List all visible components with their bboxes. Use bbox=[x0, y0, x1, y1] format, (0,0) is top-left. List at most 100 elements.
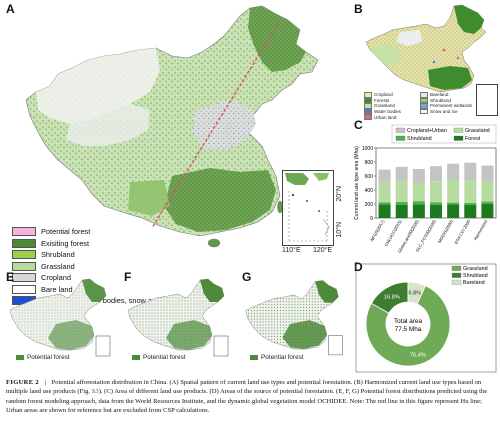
legend-b-label: Shrubland bbox=[430, 97, 451, 103]
panel-b-label: B bbox=[354, 2, 363, 16]
caption-text-1: Potential afforestation distribution in … bbox=[6, 379, 482, 396]
donut-legend-swatch bbox=[451, 265, 462, 271]
legend-b-swatch bbox=[364, 114, 372, 120]
panel-e-label: E bbox=[6, 270, 15, 284]
panel-e-legend-label: Potential forest bbox=[27, 354, 70, 361]
donut-center-label: 77.5 Mha bbox=[395, 326, 422, 333]
chart-c-bar-grassland bbox=[412, 183, 425, 202]
chart-c-bar-cropland-urban bbox=[395, 166, 408, 181]
legend-a-swatch bbox=[12, 227, 36, 237]
chart-c-bar-shrubland bbox=[430, 202, 442, 205]
panel-a-legend: Potential forest Exisiting forest Shrublan… bbox=[12, 226, 172, 307]
legend-b-swatch bbox=[420, 97, 428, 104]
caption-figure-number: FIGURE 2 bbox=[6, 379, 39, 386]
panel-d-frame bbox=[355, 263, 497, 373]
efg-potential-forest-northeast bbox=[315, 280, 339, 303]
legend-b-swatch bbox=[364, 108, 372, 115]
chart-c-bar-shrubland bbox=[395, 201, 408, 205]
panel-a-inset bbox=[282, 170, 334, 246]
chart-c-bar-forest bbox=[430, 204, 442, 218]
efg-potential-forest-south bbox=[48, 320, 94, 350]
panel-b: B Cropland Bareland Forests Shrubland Grassl… bbox=[350, 0, 500, 120]
legend-a-label: Cropland bbox=[41, 273, 71, 283]
chart-c-legend-box bbox=[391, 124, 497, 144]
chart-c-ytick-label: 600 bbox=[365, 174, 374, 180]
efg-potential-forest-south bbox=[282, 320, 327, 350]
panel-e-legend: Potential forest bbox=[16, 354, 70, 361]
panel-b-inset bbox=[476, 84, 498, 116]
donut-center-label: Total area bbox=[394, 318, 423, 325]
legend-b-swatch bbox=[420, 92, 428, 98]
legend-b-label: Water bodies bbox=[374, 109, 401, 115]
legend-b-label: Grassland bbox=[374, 103, 395, 109]
panel-d-label: D bbox=[354, 260, 363, 274]
chart-c-bar-forest bbox=[464, 205, 477, 218]
panel-b-map bbox=[365, 4, 487, 93]
panel-f-legend-label: Potential forest bbox=[143, 354, 186, 361]
inset-lon-120: 120°E bbox=[313, 247, 333, 254]
chart-c-ytick-label: 800 bbox=[365, 160, 374, 166]
panel-g: G Potential forest bbox=[236, 270, 350, 376]
panel-d: D 76.4% 16.8% 6.8% Total area 77.5 Mha Grassl… bbox=[350, 260, 500, 375]
legend-b-item: Bareland bbox=[420, 92, 448, 98]
legend-b-item: Shrubland bbox=[420, 97, 451, 104]
legend-b-label: Snow and ice bbox=[430, 109, 458, 115]
panel-f-legend: Potential forest bbox=[132, 354, 186, 361]
legend-a-item: Potential forest bbox=[12, 226, 172, 238]
chart-c-xtick-label: ESA CCI 2020 bbox=[453, 218, 471, 244]
chart-c-bar-forest bbox=[481, 204, 494, 218]
panel-c-label: C bbox=[354, 118, 363, 132]
legend-a-swatch bbox=[12, 261, 36, 271]
legend-b-item: Permanent wetlands bbox=[420, 103, 472, 109]
legend-b-swatch bbox=[420, 103, 428, 109]
legend-b-label: Bareland bbox=[430, 92, 449, 98]
chart-c-bar-forest bbox=[447, 204, 460, 218]
efg-inset bbox=[328, 335, 343, 356]
legend-b-label: Permanent wetlands bbox=[430, 103, 472, 109]
chart-c-bar-forest bbox=[395, 204, 408, 218]
panel-g-label: G bbox=[242, 270, 252, 284]
donut-slice-label: 6.8% bbox=[408, 291, 421, 297]
panel-f-map bbox=[127, 278, 229, 357]
legend-a-swatch bbox=[12, 238, 36, 248]
panel-f-label: F bbox=[124, 270, 132, 284]
panel-f-legend-swatch bbox=[132, 355, 140, 360]
chart-c-xtick-label: MODIS(2020) bbox=[437, 218, 455, 243]
panel-g-legend-swatch bbox=[250, 355, 258, 360]
legend-a-label: Exisiting forest bbox=[41, 238, 90, 248]
panel-e: E Potential forest bbox=[0, 270, 118, 376]
inset-lat-10: 10°N bbox=[336, 222, 343, 238]
chart-c-legend-label: Grassland bbox=[465, 128, 490, 134]
efg-inset bbox=[95, 335, 111, 357]
efg-potential-forest-northeast bbox=[82, 279, 106, 302]
donut-legend-label: Grassland bbox=[463, 266, 488, 272]
legend-b-item: Grassland bbox=[364, 103, 395, 109]
chart-c-xtick-label: Harmonized bbox=[473, 218, 489, 241]
donut-slice-label: 16.8% bbox=[384, 294, 400, 300]
caption-ref-link[interactable]: S3 bbox=[91, 388, 99, 396]
legend-a-label: Shrubland bbox=[41, 250, 75, 260]
chart-c-legend-label: Cropland+Urban bbox=[407, 128, 447, 134]
legend-a-item: Grassland bbox=[12, 261, 172, 273]
legend-b-swatch bbox=[420, 108, 428, 115]
efg-inset bbox=[213, 335, 229, 357]
efg-potential-forest-northeast bbox=[200, 279, 224, 302]
chart-c-bar-shrubland bbox=[464, 202, 477, 206]
chart-c-legend-swatch bbox=[453, 127, 464, 133]
chart-c-bar-forest bbox=[378, 204, 391, 218]
chart-c-bar-grassland bbox=[430, 181, 442, 203]
efg-potential-forest-south bbox=[166, 320, 212, 350]
legend-a-item: Cropland bbox=[12, 272, 172, 284]
legend-b-item: Cropland bbox=[364, 92, 393, 98]
chart-c-bar-grassland bbox=[464, 180, 477, 203]
caption-text-2: ). (C) Area of different land use produc… bbox=[6, 388, 488, 415]
chart-c-bar-shrubland bbox=[378, 202, 391, 205]
legend-b-item: Forests bbox=[364, 97, 389, 104]
chart-c-ylabel: Current land use type area (Mha) bbox=[354, 146, 360, 220]
chart-c-ytick-label: 200 bbox=[365, 202, 374, 208]
chart-c-ytick-label: 1000 bbox=[362, 146, 373, 152]
caption-separator: | bbox=[44, 379, 46, 386]
legend-b-item: Water bodies bbox=[364, 108, 401, 115]
legend-b-swatch bbox=[364, 97, 372, 104]
